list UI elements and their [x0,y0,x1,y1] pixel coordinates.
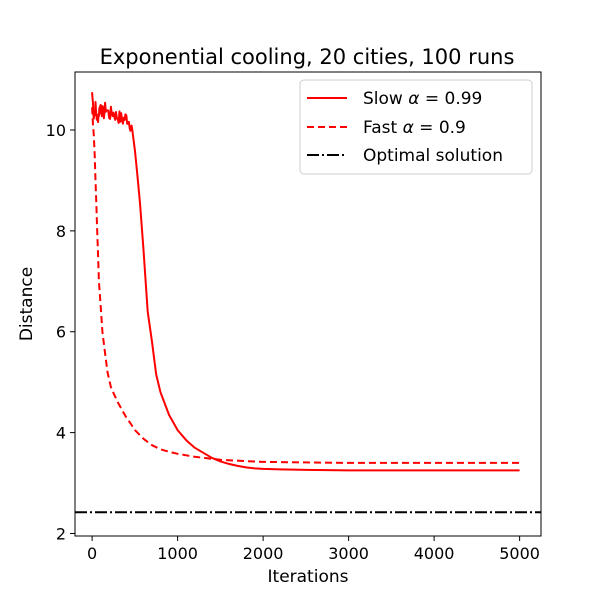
legend-box [299,79,533,175]
y-axis-label: Distance [17,267,37,341]
plot-lines [75,92,541,514]
legend-slow-symbol: α [408,89,419,109]
chart-title: Exponential cooling, 20 cities, 100 runs [100,45,515,69]
legend-fast-symbol: α [403,118,414,138]
legend-label-optimal: Optimal solution [363,146,503,166]
slow-cooling-line [91,92,520,472]
legend: Slow α = 0.99 Fast α = 0.9 Optimal solut… [299,79,533,175]
legend-label-slow: Slow α = 0.99 [363,89,482,109]
legend-label-fast: Fast α = 0.9 [363,118,466,138]
y-tick-label: 6 [56,323,66,342]
x-axis-ticks: 0 1000 2000 3000 4000 5000 [87,536,540,563]
x-tick-label: 0 [87,544,97,563]
legend-fast-prefix: Fast [363,118,403,138]
x-tick-label: 2000 [243,544,284,563]
x-axis-label: Iterations [268,567,349,587]
y-tick-label: 2 [56,524,66,543]
y-tick-label: 8 [56,222,66,241]
plot-frame [74,71,542,537]
y-tick-label: 10 [46,121,66,140]
y-tick-label: 4 [56,424,66,443]
x-tick-label: 5000 [499,544,540,563]
x-tick-label: 3000 [328,544,369,563]
y-axis-ticks: 2 4 6 8 10 [46,121,75,543]
legend-fast-suffix: = 0.9 [414,118,466,138]
x-tick-label: 1000 [157,544,198,563]
fast-cooling-line [91,107,520,464]
legend-slow-prefix: Slow [363,89,408,109]
legend-slow-suffix: = 0.99 [419,89,482,109]
x-tick-label: 4000 [414,544,455,563]
